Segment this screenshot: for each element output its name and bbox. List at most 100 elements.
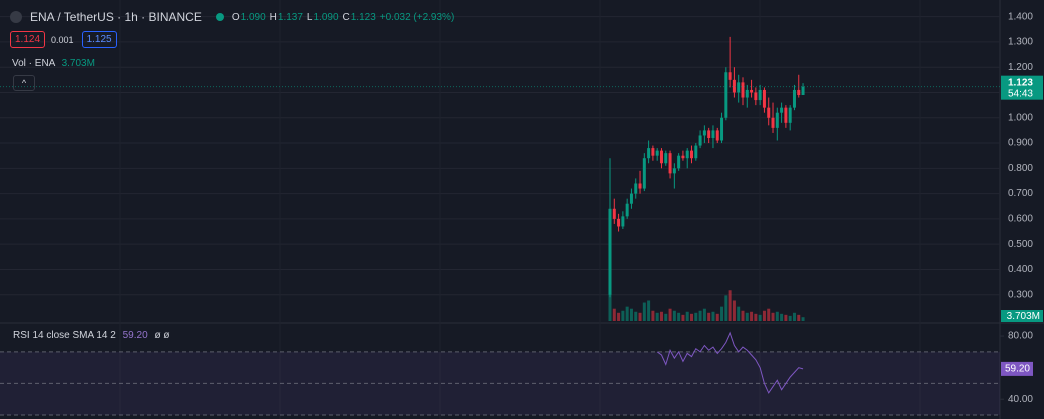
- bid[interactable]: 1.124: [10, 31, 46, 48]
- volume-bar: [792, 312, 796, 321]
- candle-body: [672, 168, 676, 174]
- rsi-title: RSI 14 close SMA 14 2: [13, 330, 116, 341]
- ohlc-value: 1.123: [350, 12, 376, 23]
- y-tick-label: 0.400: [1008, 264, 1033, 275]
- volume-bar: [775, 311, 779, 321]
- y-tick-label: 0.500: [1008, 239, 1033, 250]
- candle-body: [629, 193, 633, 204]
- candle-body: [715, 130, 719, 141]
- last-price-tag: [1001, 75, 1043, 100]
- y-tick-label: 0.600: [1008, 214, 1033, 225]
- volume-bar: [801, 317, 805, 321]
- volume-bar: [707, 312, 711, 321]
- volume-bar: [668, 308, 672, 321]
- candle-body: [634, 183, 638, 194]
- y-tick-label: 0.700: [1008, 188, 1033, 199]
- spread: 0.001: [51, 34, 74, 45]
- volume-bar: [677, 312, 681, 321]
- candle-body: [647, 148, 651, 159]
- volume-bar: [745, 312, 749, 321]
- volume-bar: [608, 290, 612, 321]
- candle-body: [720, 117, 724, 141]
- volume-bar: [672, 310, 676, 321]
- candle-body: [707, 130, 711, 138]
- candle-body: [780, 107, 784, 113]
- candle-body: [711, 130, 715, 138]
- candle-body: [608, 208, 612, 295]
- volume-bar: [651, 310, 655, 321]
- volume-bar: [750, 311, 754, 321]
- volume-bar: [762, 310, 766, 321]
- volume-tag-label: 3.703M: [1007, 311, 1040, 322]
- change: +0.032 (+2.93%): [379, 11, 455, 23]
- candle-body: [732, 79, 736, 93]
- volume-bar: [642, 302, 646, 321]
- volume-bar: [728, 290, 732, 321]
- candle-body: [758, 89, 762, 101]
- volume-bar: [784, 314, 788, 321]
- volume-bar: [767, 308, 771, 321]
- last-price-label: 1.123: [1008, 77, 1033, 88]
- candle-body: [741, 82, 745, 98]
- volume-tag: [1001, 310, 1043, 322]
- volume-bar: [771, 312, 775, 321]
- ask[interactable]: 1.125: [81, 31, 117, 48]
- candle-body: [771, 117, 775, 128]
- candle-body: [745, 89, 749, 98]
- rsi-tag: [1001, 361, 1033, 376]
- symbol-title[interactable]: ENA / TetherUS · 1h · BINANCE: [30, 10, 202, 24]
- volume-title: Vol · ENA: [12, 58, 55, 69]
- collapse-button[interactable]: ^: [13, 75, 35, 91]
- ohlc-value: 1.090: [240, 12, 266, 23]
- candle-body: [612, 208, 616, 219]
- candle-body: [737, 82, 741, 93]
- candle-body: [625, 203, 629, 217]
- candle-body: [775, 112, 779, 128]
- volume-bar: [720, 306, 724, 321]
- candle-body: [797, 89, 801, 96]
- ohlc-value: 1.137: [277, 12, 303, 23]
- y-tick-label: 0.800: [1008, 163, 1033, 174]
- ohlc-key: C: [342, 12, 350, 23]
- volume-bar: [638, 312, 642, 321]
- candle-body: [788, 107, 792, 123]
- volume-bar: [681, 314, 685, 321]
- rsi-line: [656, 331, 804, 394]
- volume-bar: [612, 308, 616, 321]
- volume-bar: [732, 300, 736, 321]
- candle-body: [621, 216, 625, 227]
- candle-body: [651, 148, 655, 156]
- candle-body: [690, 150, 694, 159]
- rsi-extra: ø ø: [154, 330, 170, 341]
- volume-bar: [788, 315, 792, 321]
- ohlc-key: L: [306, 12, 313, 23]
- candle-body: [784, 107, 788, 123]
- volume-bar: [780, 313, 784, 321]
- volume-bar: [698, 310, 702, 321]
- volume-bar: [690, 313, 694, 321]
- candle-body: [681, 155, 685, 159]
- candle-body: [685, 150, 689, 159]
- volume-bar: [655, 312, 659, 321]
- rsi-tick-label: 80.00: [1008, 331, 1033, 342]
- header: ENA / TetherUS · 1h · BINANCE O1.090 H1.1…: [10, 10, 454, 24]
- rsi-legend: RSI 14 close SMA 14 2 59.20 ø ø: [13, 330, 169, 341]
- volume-bar: [715, 313, 719, 321]
- volume-bar: [797, 314, 801, 321]
- symbol-icon: [10, 11, 22, 23]
- volume-bar: [741, 310, 745, 321]
- y-tick-label: 1.300: [1008, 37, 1033, 48]
- candle-body: [728, 72, 732, 80]
- ohlc-legend: O1.090 H1.137 L1.090 C1.123: [232, 11, 380, 23]
- rsi-value: 59.20: [122, 330, 148, 341]
- candle-body: [655, 150, 659, 156]
- candle-body: [664, 153, 668, 164]
- y-tick-label: 0.900: [1008, 138, 1033, 149]
- candle-body: [677, 155, 681, 169]
- y-tick-label: 0.300: [1008, 289, 1033, 300]
- countdown: 54:43: [1008, 88, 1033, 99]
- y-tick-label: 1.400: [1008, 11, 1033, 22]
- candle-body: [659, 150, 663, 164]
